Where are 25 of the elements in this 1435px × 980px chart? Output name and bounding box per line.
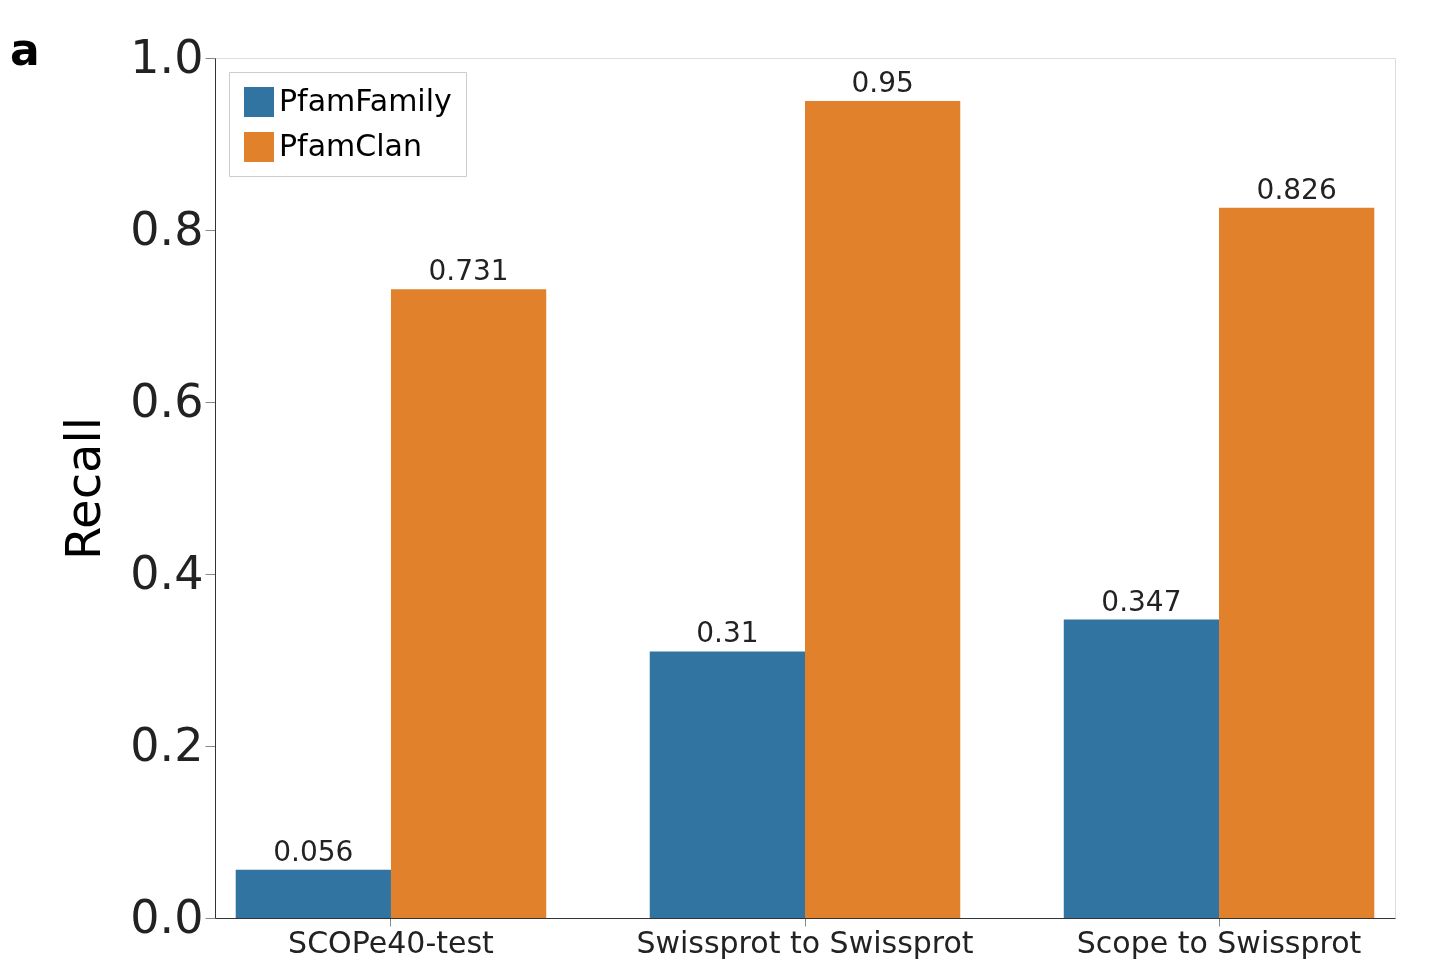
bar: [390, 289, 547, 918]
data-label: 0.731: [428, 254, 509, 288]
x-tick-label: Scope to Swissprot: [1076, 924, 1362, 960]
bar: [235, 869, 391, 918]
data-label: 0.056: [273, 834, 354, 868]
y-tick-label: 0.2: [130, 717, 204, 772]
y-tick-label: 1.0: [130, 29, 204, 84]
bar: [1063, 619, 1220, 918]
x-tick-label: SCOPe40-test: [288, 924, 495, 960]
data-label: 0.826: [1256, 172, 1337, 206]
legend-label: PfamClan: [279, 128, 422, 163]
text: a: [10, 24, 40, 75]
x-tick-label: Swissprot to Swissprot: [636, 924, 974, 960]
bar: [805, 101, 961, 918]
legend-label: PfamFamily: [279, 83, 452, 118]
data-label: 0.31: [696, 616, 759, 650]
y-axis-title: Recall: [55, 416, 112, 561]
bar: [1219, 207, 1375, 918]
data-label: 0.347: [1101, 584, 1182, 618]
data-label: 0.95: [851, 66, 914, 99]
bar: [649, 651, 805, 918]
y-tick-label: 0.4: [130, 545, 204, 600]
y-tick-label: 0.8: [130, 201, 204, 256]
y-tick-label: 0.6: [130, 373, 204, 428]
y-tick-label: 0.0: [130, 889, 204, 944]
